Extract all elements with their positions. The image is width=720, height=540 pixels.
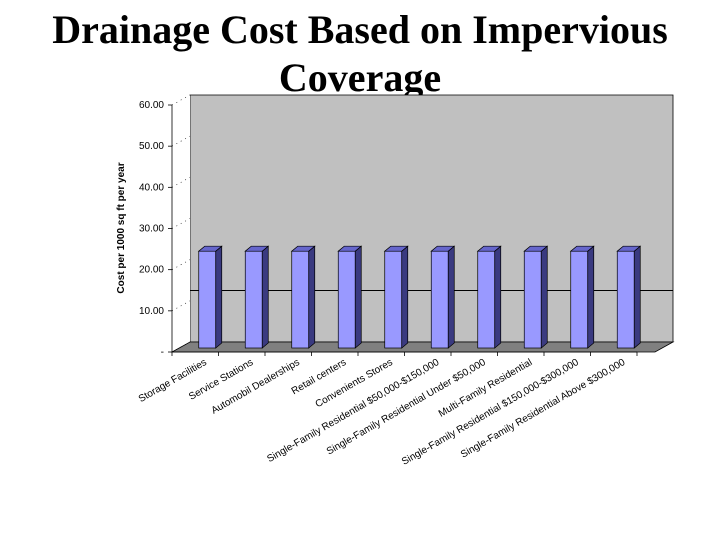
bar	[569, 245, 595, 349]
bar-top	[476, 245, 502, 252]
x-axis	[171, 351, 638, 356]
y-tick-connector	[171, 341, 191, 353]
bar-top	[569, 245, 595, 252]
bar-top	[430, 245, 456, 252]
y-tick-label: 20.00	[139, 265, 164, 276]
bar	[430, 245, 456, 349]
bar	[616, 245, 642, 349]
bars-group	[197, 245, 642, 349]
x-tick-label: Convenients Stores	[314, 357, 395, 410]
bar-front	[477, 250, 496, 349]
bar-front	[384, 250, 403, 349]
bar-side	[587, 245, 595, 349]
y-tick-label: 50.00	[139, 141, 164, 152]
bar-front	[198, 250, 217, 349]
y-tick-connector	[171, 135, 191, 147]
bar-top	[383, 245, 409, 252]
y-tick-label: 30.00	[139, 224, 164, 235]
y-tick-connector	[171, 94, 191, 106]
bar	[523, 245, 549, 349]
y-tick-connector	[171, 300, 191, 312]
y-tick-label: 60.00	[139, 100, 164, 111]
bar-front	[337, 250, 356, 349]
y-tick-label: -	[161, 347, 164, 358]
bar-front	[291, 250, 310, 349]
bar-front	[570, 250, 589, 349]
y-tick-label: 40.00	[139, 182, 164, 193]
bar-top	[616, 245, 642, 252]
bar-top	[523, 245, 549, 252]
bar-side	[494, 245, 502, 349]
bar-side	[308, 245, 316, 349]
bar	[476, 245, 502, 349]
y-tick-connector	[171, 259, 191, 270]
bar-side	[215, 245, 223, 349]
bar-side	[261, 245, 269, 349]
bar	[337, 245, 363, 349]
bar	[383, 245, 409, 349]
bar-top	[244, 245, 270, 252]
y-tick-connector	[171, 177, 191, 188]
bar-front	[430, 250, 449, 349]
bar-side	[354, 245, 362, 349]
y-tick-label: 10.00	[139, 306, 164, 317]
bar-side	[540, 245, 548, 349]
bar-side	[633, 245, 641, 349]
bar	[197, 245, 223, 349]
bar	[290, 245, 316, 349]
bar-front	[244, 250, 263, 349]
bar	[244, 245, 270, 349]
bar-top	[290, 245, 316, 252]
bar-front	[616, 250, 635, 349]
bar-front	[523, 250, 542, 349]
x-tick-label: Automobil Dealerships	[210, 357, 302, 417]
bar-side	[447, 245, 455, 349]
bar-top	[197, 245, 223, 252]
bar-top	[337, 245, 363, 252]
slide-title: Drainage Cost Based on Impervious Covera…	[52, 7, 668, 100]
y-axis: - 10.00 20.00 30.00 40.00 50.00 60.00	[139, 94, 191, 358]
bar-side	[401, 245, 409, 349]
y-tick-connector	[171, 218, 191, 229]
y-axis-label: Cost per 1000 sq ft per year	[116, 162, 127, 293]
